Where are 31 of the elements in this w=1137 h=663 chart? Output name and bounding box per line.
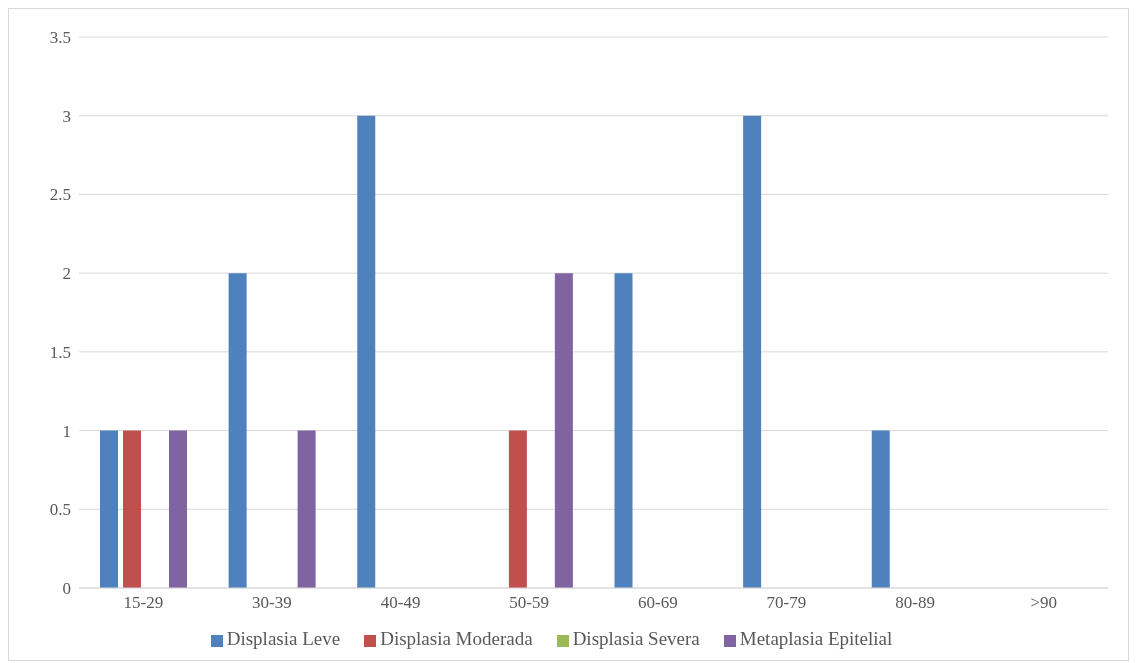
legend-label: Displasia Leve xyxy=(226,628,341,649)
y-tick-label: 1.5 xyxy=(49,342,71,362)
legend-label: Displasia Moderada xyxy=(380,628,533,649)
legend-label: Metaplasia Epitelial xyxy=(739,628,893,649)
bar xyxy=(871,430,890,588)
y-tick-label: 1 xyxy=(62,421,71,441)
x-tick-label: 15-29 xyxy=(123,593,164,613)
bar xyxy=(357,115,376,588)
y-tick-label: 3.5 xyxy=(49,28,71,48)
x-tick-label: >90 xyxy=(1030,593,1057,613)
y-tick-label: 2 xyxy=(62,264,71,284)
x-tick-label: 80-89 xyxy=(895,593,935,613)
y-tick-label: 0.5 xyxy=(49,500,71,520)
bar xyxy=(554,273,573,588)
y-tick-label: 3 xyxy=(62,106,71,126)
bar xyxy=(743,115,762,588)
x-tick-label: 60-69 xyxy=(637,593,678,613)
bar xyxy=(508,430,527,588)
x-tick-label: 30-39 xyxy=(252,593,292,613)
y-tick-label: 2.5 xyxy=(49,185,71,205)
bar xyxy=(228,273,247,588)
bar xyxy=(100,430,118,588)
bar xyxy=(123,430,141,588)
x-tick-label: 70-79 xyxy=(766,593,807,613)
legend-label: Displasia Severa xyxy=(572,628,700,649)
bar xyxy=(297,430,316,588)
x-tick-label: 40-49 xyxy=(380,593,421,613)
bar xyxy=(614,273,633,588)
y-tick-label: 0 xyxy=(62,579,71,599)
bar xyxy=(169,430,187,588)
x-tick-label: 50-59 xyxy=(509,593,550,613)
